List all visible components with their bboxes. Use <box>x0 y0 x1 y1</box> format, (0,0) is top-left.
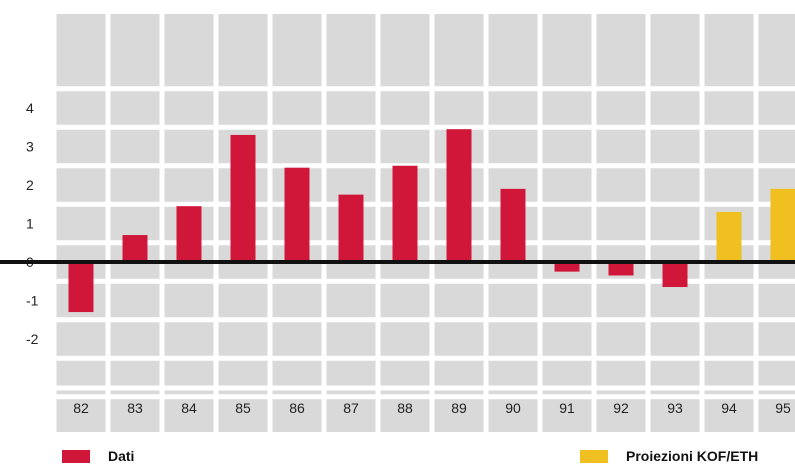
bar-dati <box>446 129 472 262</box>
bar-dati <box>554 262 580 272</box>
x-tick-label: 88 <box>397 400 413 416</box>
bar-dati <box>500 188 526 262</box>
legend-item-dati: Dati <box>62 448 134 464</box>
legend-label-dati: Dati <box>108 448 135 464</box>
grid-background <box>54 14 795 432</box>
x-tick-label: 90 <box>505 400 521 416</box>
y-tick-label: -2 <box>26 331 39 347</box>
x-tick-label: 91 <box>559 400 575 416</box>
y-tick-label: 2 <box>26 177 34 193</box>
y-tick-label: 3 <box>26 139 34 155</box>
x-tick-label: 84 <box>181 400 197 416</box>
bar-dati <box>392 165 418 262</box>
legend-swatch-dati <box>62 449 90 463</box>
bar-dati <box>230 134 256 262</box>
legend-label-proiezioni: Proiezioni KOF/ETH <box>626 448 759 464</box>
bar-dati <box>176 206 202 262</box>
x-tick-label: 82 <box>73 400 89 416</box>
x-tick-label: 95 <box>775 400 791 416</box>
legend-item-proiezioni: Proiezioni KOF/ETH <box>580 448 758 464</box>
x-tick-label: 83 <box>127 400 143 416</box>
legend-swatch-proiezioni <box>580 449 608 463</box>
y-tick-label: 1 <box>26 216 34 232</box>
bar-dati <box>608 262 634 276</box>
bar-dati <box>338 194 364 262</box>
x-tick-label: 94 <box>721 400 737 416</box>
x-tick-label: 87 <box>343 400 359 416</box>
x-tick-label: 89 <box>451 400 467 416</box>
x-tick-label: 93 <box>667 400 683 416</box>
bar-proiezioni <box>716 211 742 262</box>
bar-proiezioni <box>770 188 795 262</box>
y-tick-label: -1 <box>26 293 39 309</box>
x-tick-label: 85 <box>235 400 251 416</box>
y-tick-label: 4 <box>26 100 34 116</box>
x-tick-label: 92 <box>613 400 629 416</box>
bar-dati <box>68 262 94 313</box>
x-tick-label: 86 <box>289 400 305 416</box>
bar-dati <box>284 167 310 262</box>
bar-dati <box>122 235 148 262</box>
bar-dati <box>662 262 688 288</box>
